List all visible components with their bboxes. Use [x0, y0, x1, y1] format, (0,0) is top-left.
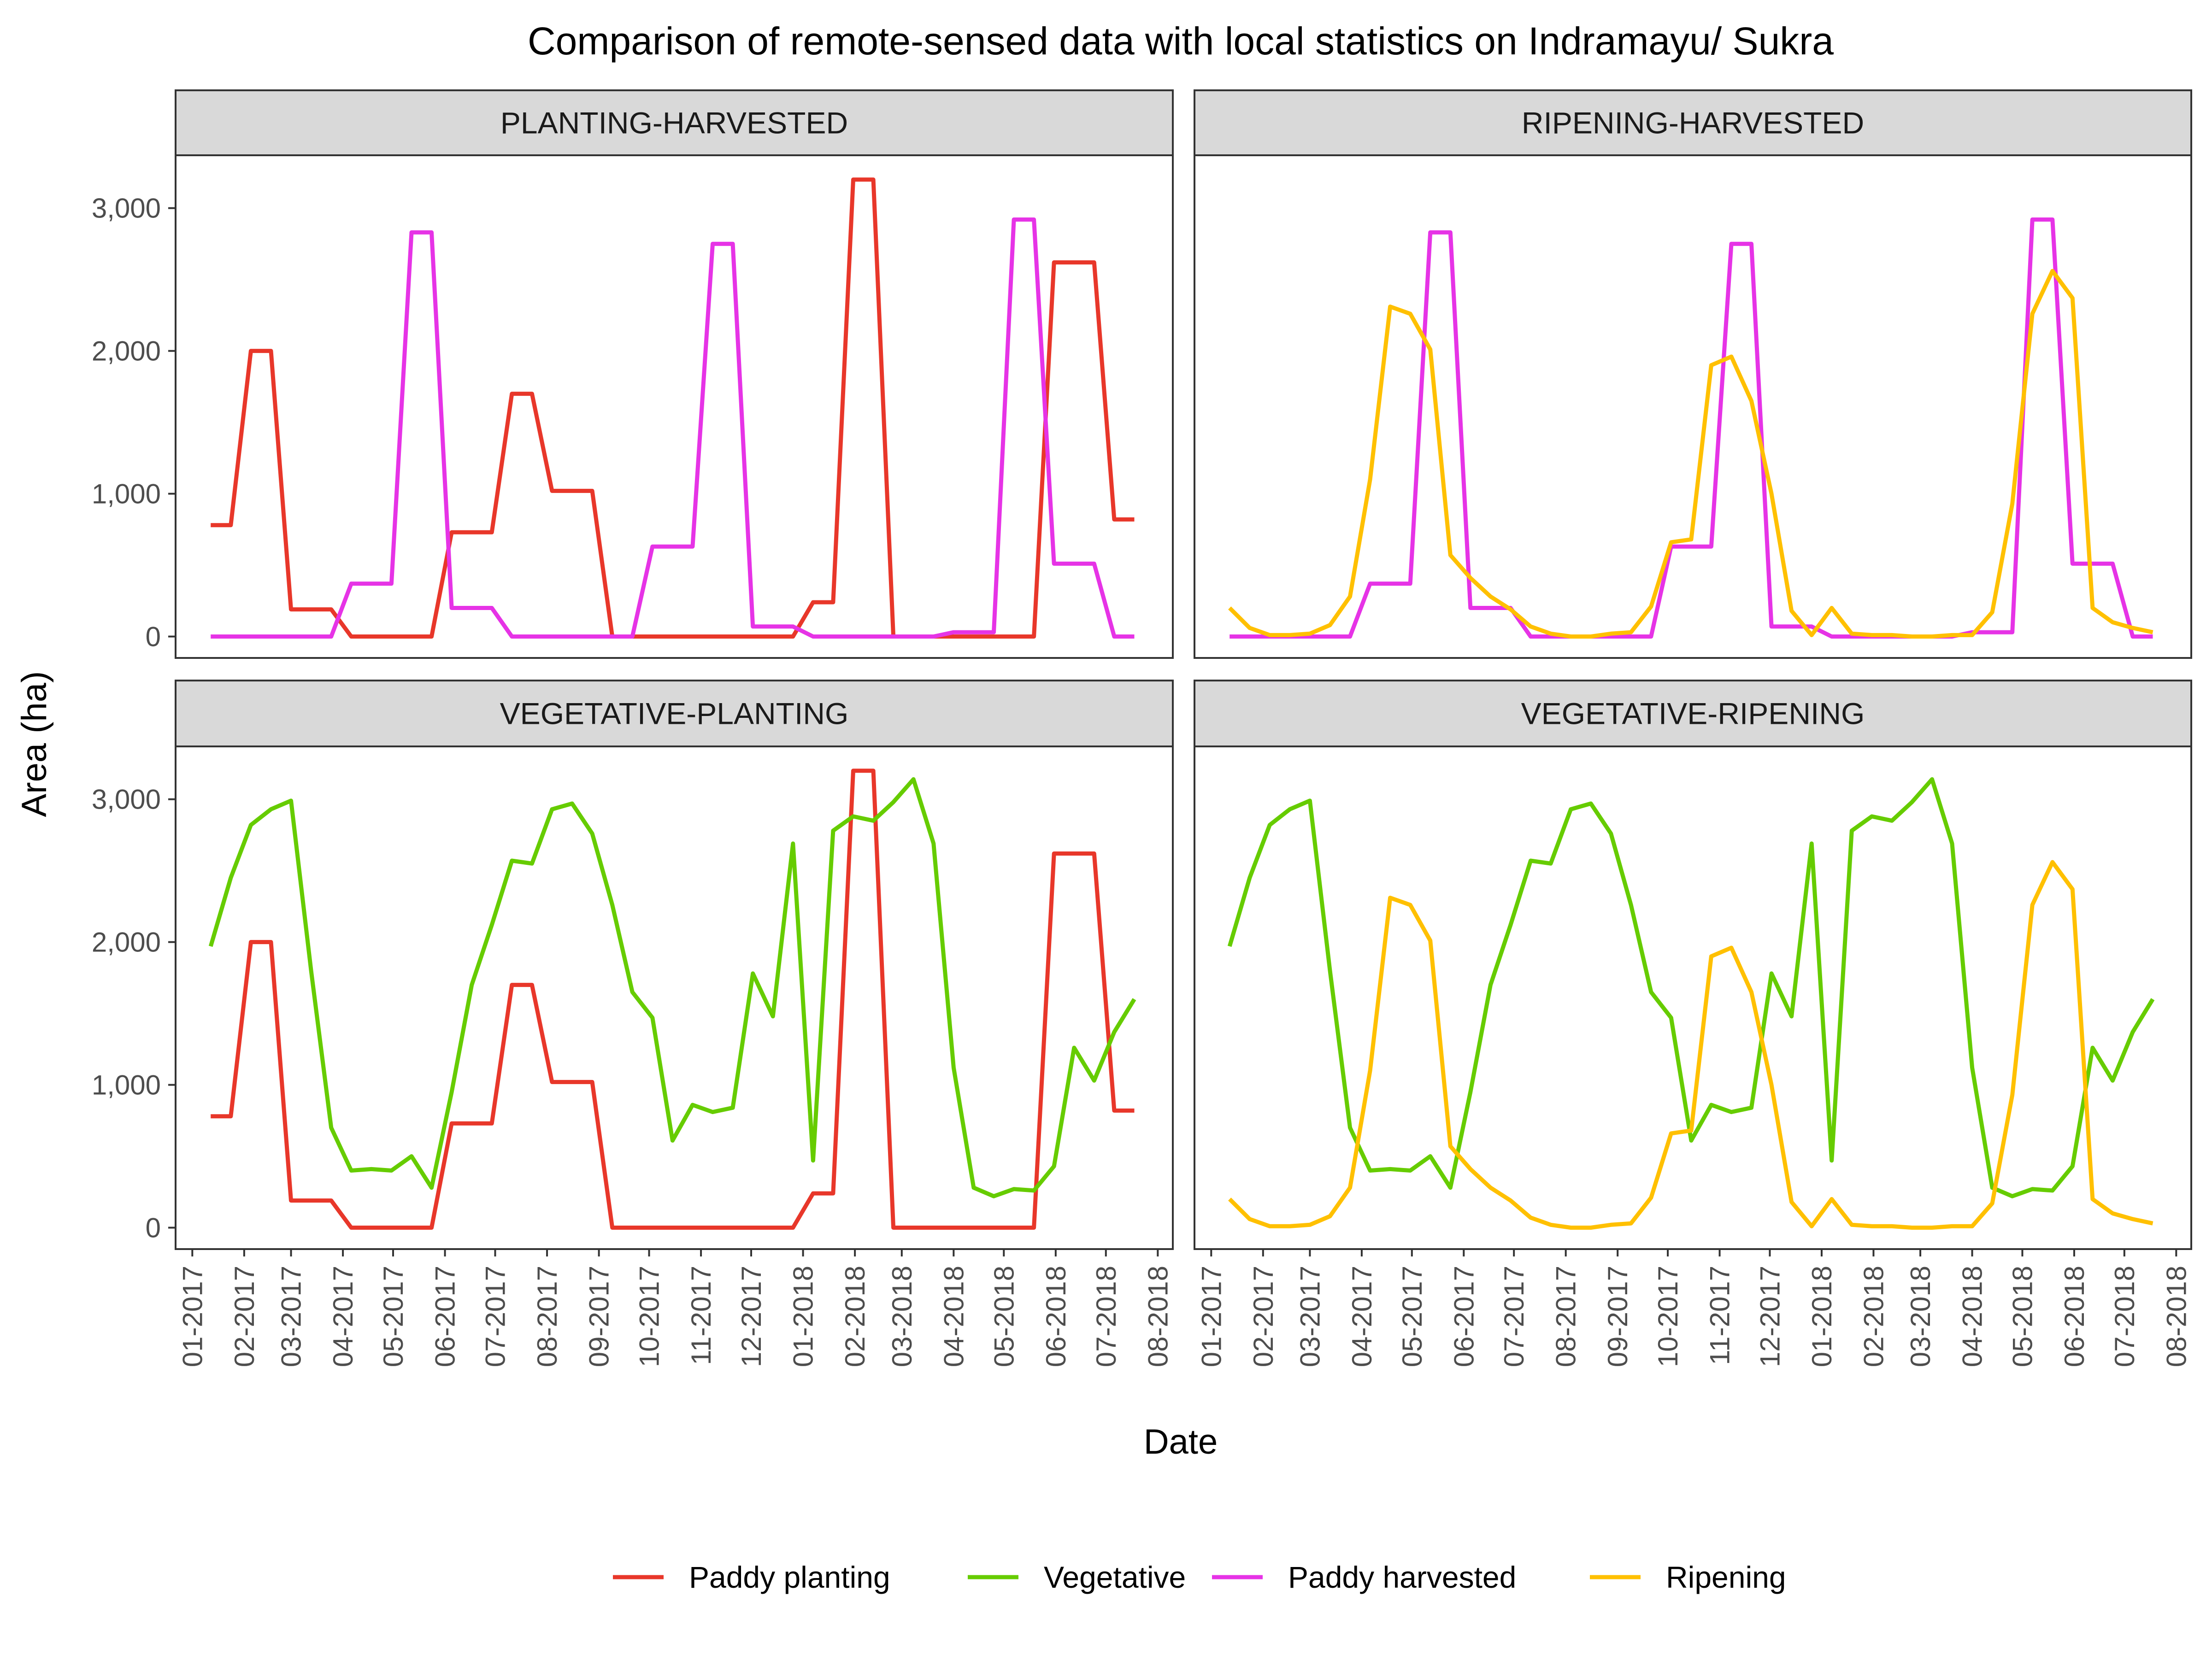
- x-tick-label: 08-2018: [2161, 1266, 2192, 1367]
- x-tick-label: 02-2017: [1248, 1266, 1279, 1367]
- x-tick-label: 01-2018: [788, 1266, 819, 1367]
- y-tick-label: 0: [146, 622, 161, 652]
- x-tick-label: 09-2017: [1602, 1266, 1633, 1367]
- plot-area: [176, 746, 1173, 1249]
- plot-area: [1194, 155, 2191, 658]
- panel-border: [175, 745, 1174, 1250]
- x-tick-label: 05-2018: [2007, 1266, 2038, 1367]
- series-line-vegetative: [1227, 777, 2155, 1198]
- y-tick-label: 2,000: [92, 927, 161, 958]
- facet-panel: RIPENING-HARVESTED: [1194, 89, 2192, 659]
- facet-strip-label: RIPENING-HARVESTED: [1522, 106, 1864, 140]
- x-tick-label: 12-2017: [1754, 1266, 1785, 1367]
- y-tick-label: 1,000: [92, 479, 161, 510]
- x-tick-label: 03-2017: [276, 1266, 307, 1367]
- legend-item: Paddy planting: [613, 1560, 890, 1594]
- x-tick-label: 05-2017: [1397, 1266, 1428, 1367]
- x-tick-label: 01-2017: [177, 1266, 208, 1367]
- x-tick-label: 02-2017: [229, 1266, 260, 1367]
- y-tick-label: 0: [146, 1213, 161, 1244]
- series-line-paddy-planting: [211, 769, 1135, 1230]
- facet-panel: PLANTING-HARVESTED 0 1,000 2,000 3,000: [92, 89, 1174, 659]
- legend-label: Vegetative: [1044, 1560, 1186, 1594]
- legend-item: Paddy harvested: [1212, 1560, 1516, 1594]
- x-tick-label: 02-2018: [840, 1266, 871, 1367]
- facet-panel: VEGETATIVE-RIPENING 01-2017 02-2017 03-2017…: [1194, 680, 2192, 1367]
- legend: Paddy planting Vegetative Paddy harvested R…: [613, 1560, 1786, 1594]
- x-tick-label: 01-2018: [1806, 1266, 1837, 1367]
- x-tick-label: 05-2017: [378, 1266, 409, 1367]
- facet-panels: PLANTING-HARVESTED 0 1,000 2,000 3,000 RIPENI…: [92, 89, 2192, 1367]
- x-tick-label: 06-2017: [1448, 1266, 1479, 1367]
- facet-panel: VEGETATIVE-PLANTING 0 1,000 2,000 3,000 01-20…: [92, 680, 1174, 1367]
- x-axis-title: Date: [1144, 1422, 1218, 1461]
- x-tick-label: 11-2017: [1705, 1266, 1735, 1365]
- x-tick-label: 03-2018: [887, 1266, 918, 1367]
- series-line-paddy-harvested: [211, 217, 1135, 639]
- x-tick-label: 12-2017: [736, 1266, 767, 1367]
- y-tick-label: 1,000: [92, 1070, 161, 1101]
- x-tick-label: 07-2017: [1499, 1266, 1530, 1367]
- x-tick-label: 06-2018: [2059, 1266, 2090, 1367]
- legend-label: Paddy planting: [689, 1560, 890, 1594]
- facet-strip: [1194, 680, 2192, 747]
- series-line-paddy-harvested: [1230, 217, 2153, 639]
- facet-strip-label: VEGETATIVE-PLANTING: [500, 697, 849, 731]
- series-line-paddy-planting: [211, 177, 1135, 639]
- series-line-ripening: [1228, 860, 2153, 1230]
- x-tick-label: 03-2017: [1294, 1266, 1325, 1367]
- x-tick-label: 08-2018: [1142, 1266, 1173, 1367]
- x-tick-label: 09-2017: [584, 1266, 615, 1367]
- x-tick-label: 04-2018: [938, 1266, 969, 1367]
- x-tick-label: 04-2017: [1347, 1266, 1377, 1367]
- x-tick-label: 04-2017: [328, 1266, 359, 1367]
- x-tick-label: 05-2018: [988, 1266, 1019, 1367]
- x-tick-label: 07-2018: [1091, 1266, 1122, 1367]
- x-tick-label: 08-2017: [1551, 1266, 1582, 1367]
- x-tick-label: 06-2017: [430, 1266, 461, 1367]
- panel-border: [175, 154, 1174, 659]
- x-tick-label: 11-2017: [686, 1266, 717, 1365]
- chart-title: Comparison of remote-sensed data with lo…: [528, 19, 1834, 63]
- x-tick-label: 07-2018: [2109, 1266, 2140, 1367]
- x-tick-label: 07-2017: [480, 1266, 511, 1367]
- facet-strip: [175, 680, 1174, 747]
- x-tick-label: 01-2017: [1196, 1266, 1227, 1367]
- facet-strip-label: PLANTING-HARVESTED: [500, 106, 848, 140]
- legend-label: Ripening: [1666, 1560, 1786, 1594]
- y-tick-label: 3,000: [92, 193, 161, 224]
- series-line-vegetative: [208, 777, 1136, 1198]
- x-tick-label: 10-2017: [634, 1266, 665, 1367]
- legend-item: Ripening: [1590, 1560, 1786, 1594]
- x-tick-label: 02-2018: [1859, 1266, 1889, 1367]
- plot-area: [1194, 746, 2191, 1249]
- facet-strip-label: VEGETATIVE-RIPENING: [1521, 697, 1865, 731]
- x-tick-label: 06-2018: [1041, 1266, 1071, 1367]
- x-tick-label: 03-2018: [1905, 1266, 1936, 1367]
- y-tick-label: 3,000: [92, 784, 161, 815]
- x-tick-label: 10-2017: [1653, 1266, 1683, 1367]
- legend-item: Vegetative: [968, 1560, 1186, 1594]
- x-tick-label: 04-2018: [1957, 1266, 1988, 1367]
- y-axis-title: Area (ha): [15, 671, 54, 817]
- plot-area: [176, 155, 1173, 658]
- x-tick-label: 08-2017: [532, 1266, 563, 1367]
- facet-strip: [175, 89, 1174, 156]
- y-tick-label: 2,000: [92, 336, 161, 367]
- series-line-ripening: [1228, 269, 2153, 639]
- panel-border: [1194, 154, 2192, 659]
- facet-strip: [1194, 89, 2192, 156]
- panel-border: [1194, 745, 2192, 1250]
- legend-label: Paddy harvested: [1288, 1560, 1516, 1594]
